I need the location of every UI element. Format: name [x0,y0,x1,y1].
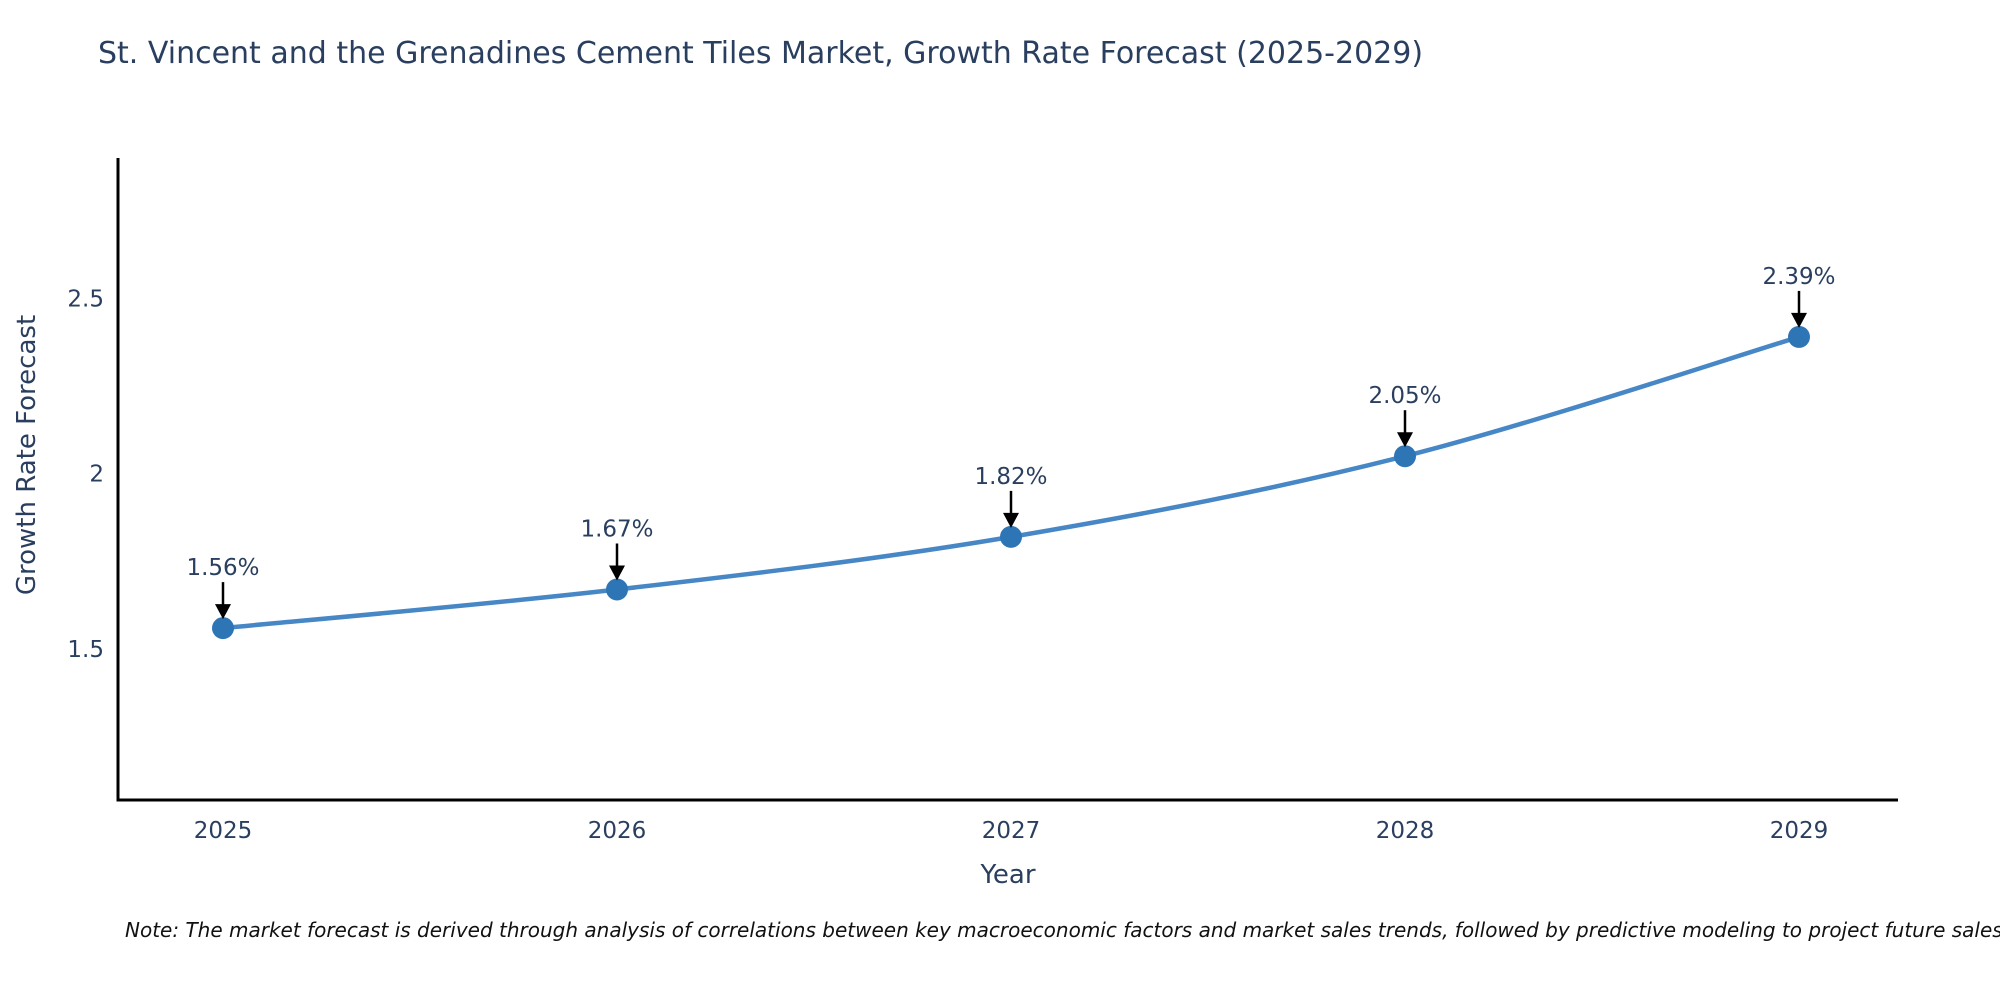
data-point-marker [1788,325,1810,348]
annotation-arrowhead [215,604,231,620]
x-tick-label: 2028 [1376,818,1435,844]
point-annotation: 2.05% [1368,383,1441,409]
footnote: Note: The market forecast is derived thr… [125,918,2000,942]
point-annotation: 1.67% [580,517,653,543]
point-annotation: 2.39% [1762,264,1835,290]
annotation-arrowhead [1791,312,1807,328]
data-point-marker [212,617,234,640]
data-point-marker [1394,445,1416,468]
x-tick-label: 2025 [194,818,253,844]
y-tick-label: 2.5 [67,286,104,312]
x-tick-label: 2026 [588,818,647,844]
x-tick-label: 2029 [1770,818,1829,844]
y-tick-label: 2 [89,462,104,488]
data-point-marker [606,578,628,601]
annotation-arrowhead [1397,432,1413,448]
x-axis-title: Year [980,860,1036,890]
point-annotation: 1.56% [186,555,259,581]
data-point-marker [1000,525,1022,548]
x-tick-label: 2027 [982,818,1041,844]
y-tick-label: 1.5 [67,637,104,663]
point-annotation: 1.82% [974,464,1047,490]
annotation-arrowhead [609,565,625,581]
annotation-arrowhead [1003,512,1019,528]
chart-title: St. Vincent and the Grenadines Cement Ti… [98,36,1424,71]
